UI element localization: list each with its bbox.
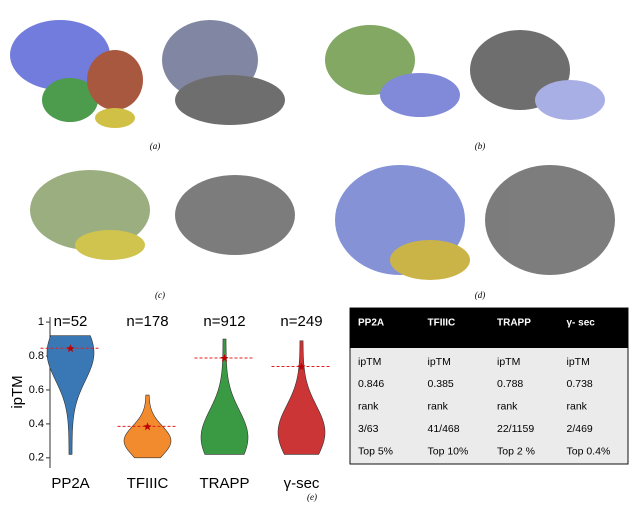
score-star	[297, 362, 306, 371]
y-axis-label: ipTM	[9, 375, 26, 408]
n-label: n=912	[203, 313, 245, 330]
n-label: n=249	[280, 313, 322, 330]
table-cell: Top 2 %	[497, 445, 535, 457]
panel-label: (b)	[475, 141, 486, 151]
table-cell: 0.385	[428, 378, 454, 390]
structure-a	[42, 78, 98, 122]
x-tick-label: TFIIIC	[127, 475, 169, 492]
structure-c	[30, 170, 150, 250]
x-tick-label: TRAPP	[199, 475, 249, 492]
protein-images	[10, 20, 615, 280]
table-cell: 0.846	[358, 378, 384, 390]
table-cell: Top 10%	[428, 445, 469, 457]
panel-label: (a)	[150, 141, 161, 151]
table-cell: ipTM	[428, 356, 451, 368]
score-star	[220, 354, 229, 363]
table-cell: rank	[358, 401, 379, 413]
y-tick-label: 0.2	[29, 452, 44, 464]
y-tick-label: 1	[38, 316, 44, 328]
structure-a	[87, 50, 143, 110]
table-header-cell: TFIIIC	[428, 318, 456, 329]
table-cell: rank	[497, 401, 518, 413]
table-cell: 22/1159	[497, 423, 534, 435]
table-header-cell: γ- sec	[567, 318, 596, 329]
structure-c	[175, 175, 295, 255]
table-header-cell: PP2A	[358, 318, 384, 329]
violin	[46, 335, 95, 455]
x-tick-label: γ-sec	[284, 475, 320, 492]
structure-d	[485, 165, 615, 275]
table-cell: 3/63	[358, 423, 379, 435]
table-header-cell: TRAPP	[497, 318, 531, 329]
table-cell: ipTM	[358, 356, 381, 368]
panel-label: (e)	[307, 492, 317, 502]
table-cell: rank	[428, 401, 449, 413]
structure-b	[325, 25, 415, 95]
x-tick-label: PP2A	[51, 475, 89, 492]
table-cell: 0.788	[497, 378, 523, 390]
panel-label: (d)	[475, 290, 486, 300]
violin	[200, 338, 249, 455]
table-cell: Top 5%	[358, 445, 393, 457]
structure-c	[75, 230, 145, 260]
y-tick-label: 0.4	[29, 418, 44, 430]
structure-a	[95, 108, 135, 128]
table-cell: ipTM	[567, 356, 590, 368]
y-tick-label: 0.8	[29, 350, 44, 362]
structure-d	[390, 240, 470, 280]
structure-b	[535, 80, 605, 120]
score-star	[66, 344, 75, 353]
table-cell: Top 0.4%	[567, 445, 611, 457]
score-star	[143, 422, 152, 431]
structure-b	[380, 73, 460, 117]
panel-label: (c)	[155, 290, 165, 300]
table-cell: ipTM	[497, 356, 520, 368]
table-cell: 2/469	[567, 423, 593, 435]
n-label: n=178	[126, 313, 168, 330]
y-tick-label: 0.6	[29, 384, 44, 396]
table-cell: 41/468	[428, 423, 460, 435]
table: PP2A TFIIIC TRAPP γ- sec ipTM ipTM ipTM ipTM 0.8…	[349, 307, 629, 465]
table-cell: 0.738	[567, 378, 593, 390]
violin	[277, 340, 326, 455]
table-cell: rank	[567, 401, 588, 413]
n-label: n=52	[54, 313, 88, 330]
structure-a	[175, 75, 285, 125]
structure-a	[10, 20, 110, 90]
table-header	[350, 308, 628, 348]
